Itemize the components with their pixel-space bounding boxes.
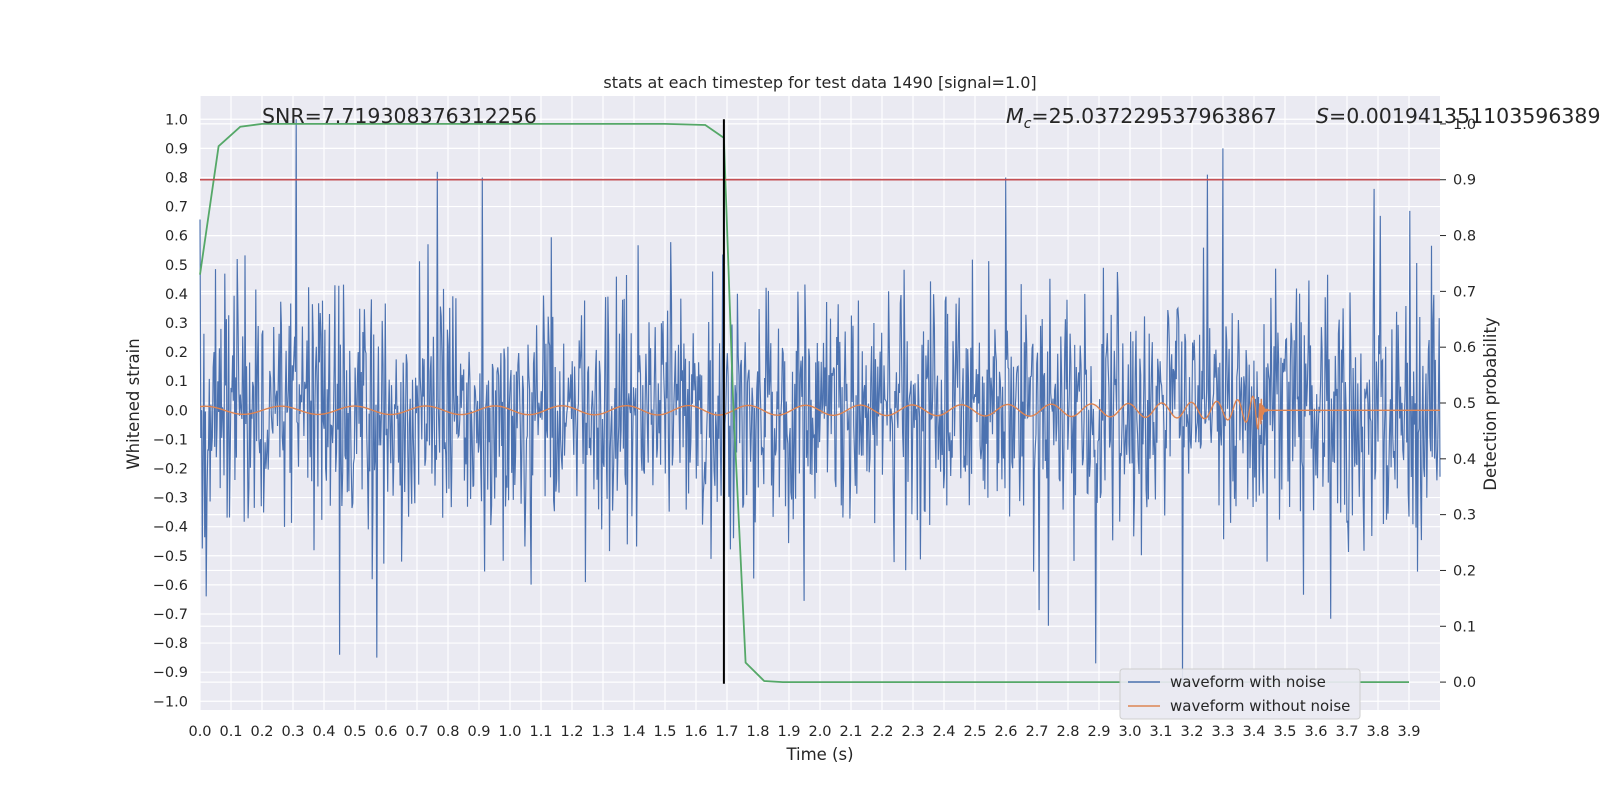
y-axis-label: Whitened strain [124,338,143,469]
chart-title: stats at each timestep for test data 149… [603,73,1036,92]
x-tick-label: 2.3 [901,724,924,740]
y-tick-label: −1.0 [153,694,188,710]
x-tick-label: 0.8 [436,724,459,740]
x-tick-label: 3.7 [1335,724,1358,740]
y-tick-label: −0.5 [153,549,188,565]
y-tick-label: 0.2 [165,345,188,361]
x-tick-label: 0.6 [374,724,397,740]
legend-label-clean: waveform without noise [1170,697,1350,715]
right-tick-label: 0.7 [1453,284,1476,300]
spin-value: =0.0019413511035963893 [1329,104,1600,128]
right-tick-label: 0.6 [1453,340,1476,356]
x-tick-label: 3.1 [1149,724,1172,740]
y-tick-label: 0.9 [165,141,188,157]
x-tick-label: 1.0 [498,724,521,740]
chirp-mass-subscript: c [1024,116,1032,132]
y-tick-label: 0.0 [165,403,188,419]
x-tick-label: 0.2 [250,724,273,740]
right-tick-label: 0.8 [1453,229,1476,245]
detection-probability-line [199,123,1409,683]
x-tick-label: 2.9 [1087,724,1110,740]
right-tick-label: 0.4 [1453,452,1476,468]
x-tick-label: 2.2 [870,724,893,740]
y-tick-label: 0.8 [165,170,188,186]
x-tick-label: 2.7 [1025,724,1048,740]
x-tick-label: 3.3 [1211,724,1234,740]
legend-label-noise: waveform with noise [1170,673,1326,691]
x-tick-label: 1.7 [715,724,738,740]
x-tick-label: 0.0 [188,724,211,740]
waveform-with-noise-line [199,119,1441,681]
x-tick-label: 0.7 [405,724,428,740]
right-tick-label: 1.0 [1453,117,1476,133]
x-tick-label: 0.1 [219,724,242,740]
x-tick-label: 1.8 [746,724,769,740]
x-tick-label: 3.4 [1242,724,1265,740]
x-tick-label: 3.5 [1273,724,1296,740]
y-tick-label: 0.3 [165,316,188,332]
y-tick-label: 0.7 [165,200,188,216]
legend: waveform with noise waveform without noi… [1119,668,1361,720]
x-tick-label: 2.4 [932,724,955,740]
y-tick-label: −0.1 [153,432,188,448]
right-tick-label: 0.0 [1453,675,1476,691]
y-axis-ticks: 1.0 0.9 0.8 0.7 0.6 0.5 0.4 0.3 0.2 0.1 0.0 −0.1 −0.… [153,112,188,710]
y-tick-label: −0.2 [153,461,188,477]
x-tick-label: 3.6 [1304,724,1327,740]
y-tick-label: 0.5 [165,258,188,274]
x-tick-label: 0.4 [312,724,335,740]
x-tick-label: 2.0 [808,724,831,740]
legend-box [1119,668,1361,720]
y-tick-label: −0.7 [153,607,188,623]
plot-series [199,119,1441,684]
x-tick-label: 1.5 [653,724,676,740]
y-tick-label: −0.9 [153,665,188,681]
x-tick-label: 1.4 [622,724,645,740]
right-tick-label: 0.1 [1453,619,1476,635]
chirp-mass-annotation: Mc=25.037229537963867 [1006,104,1277,132]
x-tick-label: 0.3 [281,724,304,740]
x-tick-label: 0.9 [467,724,490,740]
x-tick-label: 1.6 [684,724,707,740]
y-tick-label: 1.0 [165,112,188,128]
y-tick-label: −0.4 [153,520,188,536]
right-tick-label: 0.3 [1453,508,1476,524]
chirp-mass-symbol: M [1006,104,1024,128]
y-tick-label: 0.6 [165,229,188,245]
y-tick-label: −0.8 [153,636,188,652]
x-tick-label: 3.9 [1397,724,1420,740]
x-tick-label: 2.5 [963,724,986,740]
y-tick-label: −0.6 [153,578,188,594]
x-tick-label: 3.2 [1180,724,1203,740]
chirp-mass-value: =25.037229537963867 [1031,104,1276,128]
snr-annotation: SNR=7.719308376312256 [262,104,537,128]
x-axis-label: Time (s) [785,745,853,764]
x-tick-label: 3.0 [1118,724,1141,740]
x-tick-label: 2.1 [839,724,862,740]
x-tick-label: 2.6 [994,724,1017,740]
x-axis-ticks: 0.0 0.1 0.2 0.3 0.4 0.5 0.6 0.7 0.8 0.9 1.0 1.1 1.2 1… [188,724,1420,740]
x-tick-label: 0.5 [343,724,366,740]
spin-annotation: S=0.0019413511035963893 [1316,104,1600,128]
x-tick-label: 2.8 [1056,724,1079,740]
right-tick-label: 0.5 [1453,396,1476,412]
x-tick-label: 1.9 [777,724,800,740]
x-tick-label: 1.2 [560,724,583,740]
right-tick-label: 0.9 [1453,173,1476,189]
waveform-without-noise-line [200,395,1440,431]
x-tick-label: 1.3 [591,724,614,740]
spin-symbol: S [1316,104,1329,128]
x-tick-label: 1.1 [529,724,552,740]
y-tick-label: 0.4 [165,287,188,303]
y-tick-label: 0.1 [165,374,188,390]
right-axis-label: Detection probability [1481,317,1500,491]
x-tick-label: 3.8 [1366,724,1389,740]
right-axis-ticks: 1.0 0.9 0.8 0.7 0.6 0.5 0.4 0.3 0.2 0.1 0.0 [1440,117,1476,691]
right-tick-label: 0.2 [1453,563,1476,579]
y-tick-label: −0.3 [153,491,188,507]
